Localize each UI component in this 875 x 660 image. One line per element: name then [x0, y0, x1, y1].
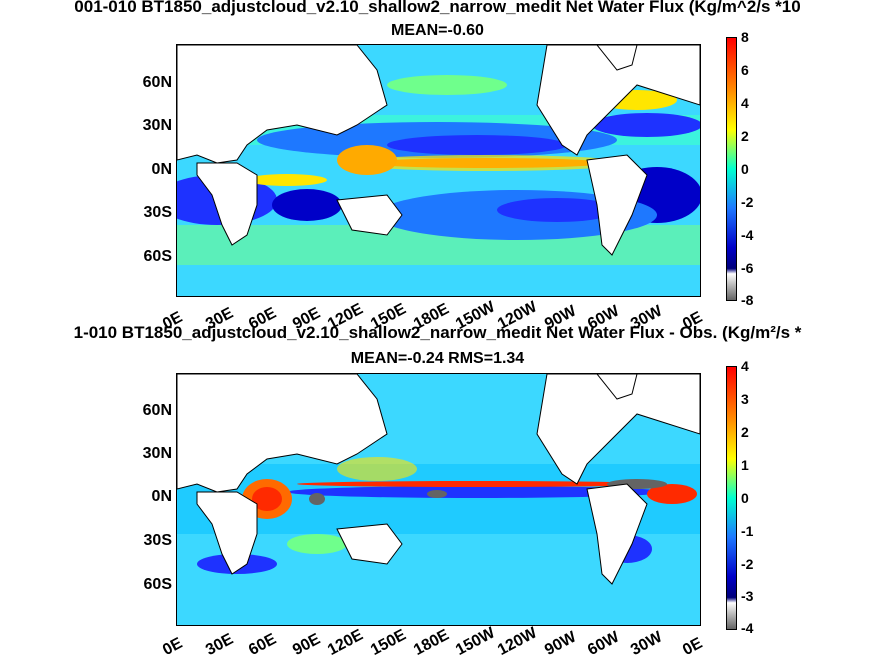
panel1-cbar-tick-0: 8 [741, 29, 749, 45]
panel2-title: 1-010 BT1850_adjustcloud_v2.10_shallow2_… [73, 323, 802, 342]
panel2-lat-60s: 60S [143, 576, 172, 593]
panel1-cbar-tick-5: -2 [741, 194, 754, 210]
panel1-cbar-tick-1: 6 [741, 62, 749, 78]
panel1-colorbar-svg [727, 38, 736, 300]
panel2-lon-10: 60W [585, 628, 623, 660]
panel1-cbar-tick-8: -8 [741, 292, 754, 308]
panel1-lat-0n: 0N [151, 161, 172, 178]
panel2-lon-11: 30W [628, 628, 666, 660]
panel1-colorbar [726, 37, 737, 301]
panel2-lat-30s: 30S [143, 532, 172, 549]
panel2-colorbar [726, 366, 737, 630]
panel1-lat-60n: 60N [142, 74, 172, 91]
panel2-cbar-tick-4: 0 [741, 490, 749, 506]
panel1-map [176, 44, 701, 297]
panel2-cbar-tick-2: 2 [741, 424, 749, 440]
panel1-cbar-tick-7: -6 [741, 260, 754, 276]
panel2-lon-9: 90W [542, 628, 580, 660]
panel2-lat-60n: 60N [142, 402, 172, 419]
panel1-lat-60s: 60S [143, 248, 172, 265]
panel1-title: 001-010 BT1850_adjustcloud_v2.10_shallow… [74, 0, 801, 16]
panel2-cbar-tick-3: 1 [741, 457, 749, 473]
panel1-cbar-tick-2: 4 [741, 95, 749, 111]
panel2-lon-0: 0E [160, 634, 186, 660]
panel2-lon-12: 0E [680, 634, 706, 660]
panel1-mean: MEAN=-0.60 [391, 22, 484, 39]
panel1-lat-30s: 30S [143, 204, 172, 221]
panel1-map-svg [177, 45, 700, 296]
panel2-lat-30n: 30N [142, 445, 172, 462]
panel2-cbar-tick-1: 3 [741, 391, 749, 407]
panel2-cbar-tick-7: -3 [741, 588, 754, 604]
panel2-cbar-tick-8: -4 [741, 620, 754, 636]
panel2-lon-4: 120E [325, 626, 366, 660]
panel2-cbar-tick-0: 4 [741, 358, 749, 374]
panel2-map [176, 373, 701, 626]
panel1-cbar-tick-4: 0 [741, 161, 749, 177]
panel2-lat-0n: 0N [151, 488, 172, 505]
panel2-lon-5: 150E [368, 626, 409, 660]
panel2-mean: MEAN=-0.24 RMS=1.34 [350, 350, 525, 367]
panel2-lon-8: 120W [495, 624, 540, 660]
panel2-map-svg [177, 374, 700, 625]
panel2-lon-6: 180E [411, 626, 452, 660]
panel2-cbar-tick-6: -2 [741, 556, 754, 572]
panel2-lon-7: 150W [453, 624, 498, 660]
panel1-cbar-tick-6: -4 [741, 227, 754, 243]
panel1-lat-30n: 30N [142, 117, 172, 134]
panel1-cbar-tick-3: 2 [741, 128, 749, 144]
panel2-cbar-tick-5: -1 [741, 523, 754, 539]
panel2-colorbar-svg [727, 367, 736, 629]
